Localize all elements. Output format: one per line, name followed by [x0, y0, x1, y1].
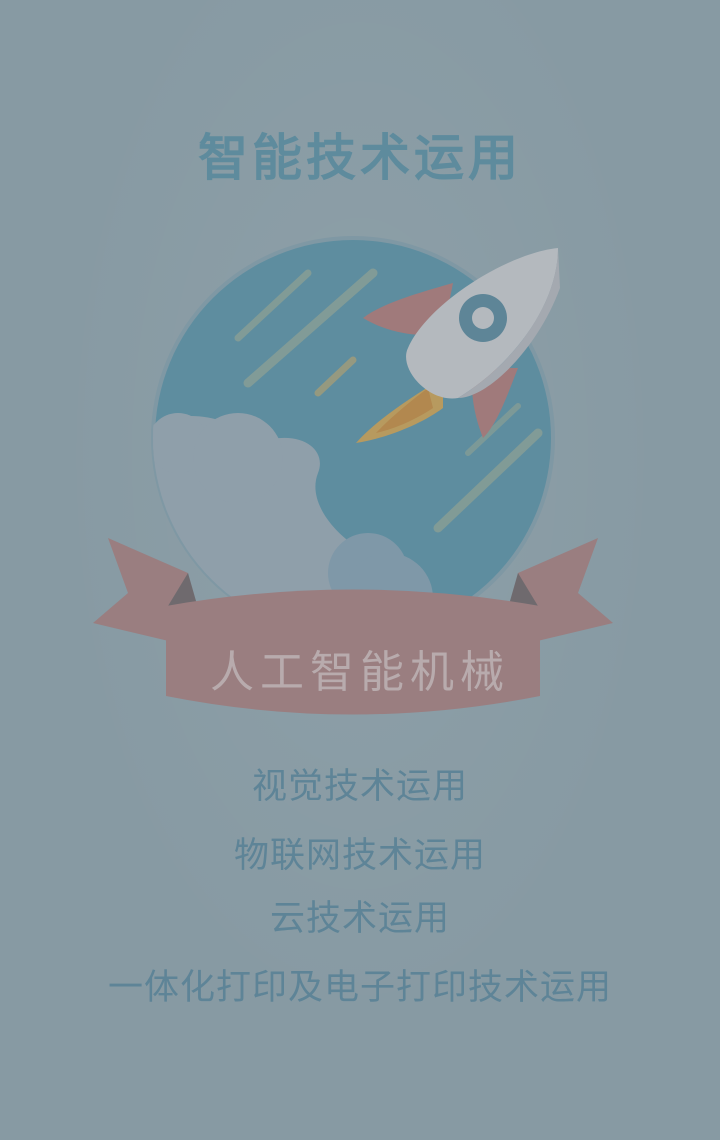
page-title: 智能技术运用 [198, 129, 522, 187]
ribbon-banner [166, 589, 540, 715]
feature-item-vision: 视觉技术运用 [251, 767, 468, 807]
ribbon-label: 人工智能机械 [210, 647, 510, 698]
feature-item-printing: 一体化打印及电子打印技术运用 [107, 968, 612, 1008]
speed-lines [234, 268, 543, 533]
rocket-icon [356, 248, 560, 443]
rocket-globe-illustration [88, 228, 628, 728]
feature-item-iot: 物联网技术运用 [233, 836, 486, 876]
feature-item-cloud: 云技术运用 [269, 899, 450, 939]
